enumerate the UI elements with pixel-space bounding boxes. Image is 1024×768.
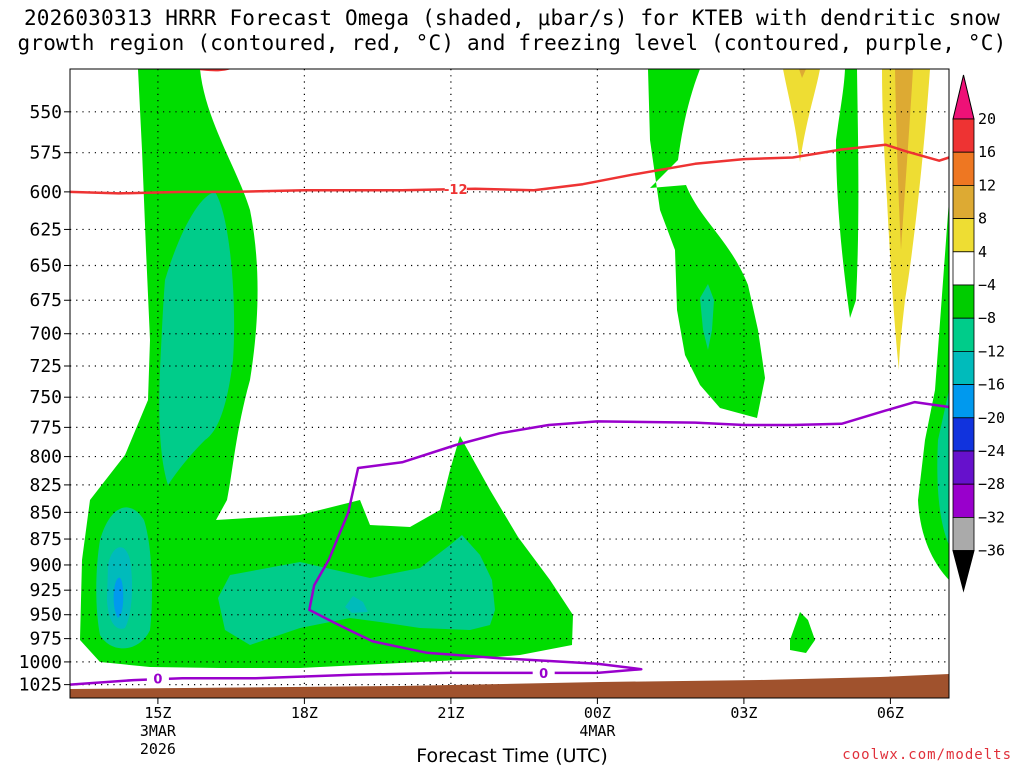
x-tick-label: 03Z bbox=[730, 704, 757, 722]
y-tick-label: 675 bbox=[29, 290, 62, 311]
y-tick-label: 775 bbox=[29, 417, 62, 438]
omega-region-teal-upper bbox=[159, 192, 235, 485]
omega-region-upward-mid bbox=[648, 69, 765, 418]
contour-label-bg bbox=[532, 664, 555, 681]
y-tick-label: 825 bbox=[29, 475, 62, 496]
x-tick-date: 4MAR bbox=[579, 722, 616, 740]
y-axis: 550 575 600 625 650 675 700 725 750 775 800 825 850 8… bbox=[19, 102, 70, 696]
omega-region-downward-tip bbox=[799, 69, 806, 78]
colorbar-tick-label: −12 bbox=[978, 342, 1005, 360]
credit-link[interactable]: coolwx.com/modelts bbox=[842, 747, 1012, 763]
contour-label: 0 bbox=[153, 672, 162, 687]
contour-label-bg bbox=[146, 670, 169, 687]
x-tick-date: 3MAR bbox=[140, 722, 177, 740]
omega-region-downward-1 bbox=[783, 69, 820, 162]
x-axis-label: Forecast Time (UTC) bbox=[416, 745, 608, 767]
colorbar-segment bbox=[952, 118, 975, 153]
colorbar-tick-label: 20 bbox=[978, 110, 996, 128]
omega-region-cyan-small bbox=[345, 596, 368, 613]
colorbar-tick-label: 16 bbox=[978, 143, 996, 161]
y-tick-label: 600 bbox=[29, 182, 62, 203]
omega-region-upward-narrow bbox=[836, 69, 859, 318]
colorbar-tick-label: −8 bbox=[978, 309, 996, 327]
x-tick-label: 18Z bbox=[291, 704, 318, 722]
dendritic-contour-top-fragment bbox=[199, 69, 232, 72]
x-tick-year: 2026 bbox=[140, 740, 176, 758]
contour-label: 0 bbox=[539, 667, 548, 682]
y-tick-label: 950 bbox=[29, 605, 62, 626]
colorbar-tick-label: −28 bbox=[978, 475, 1005, 493]
contour-label: -12 bbox=[444, 183, 468, 198]
colorbar-segment bbox=[952, 251, 975, 286]
colorbar-tick-label: −24 bbox=[978, 442, 1005, 460]
chart-title: 2026030313 HRRR Forecast Omega (shaded, … bbox=[0, 6, 1024, 56]
y-tick-label: 700 bbox=[29, 324, 62, 345]
y-tick-label: 1025 bbox=[19, 675, 62, 696]
omega-region-downward-core bbox=[895, 69, 913, 250]
colorbar-segment bbox=[952, 317, 975, 352]
y-tick-label: 925 bbox=[29, 580, 62, 601]
x-tick-label: 06Z bbox=[877, 704, 904, 722]
title-line-1: 2026030313 HRRR Forecast Omega (shaded, … bbox=[23, 6, 1001, 30]
omega-region-blue bbox=[113, 577, 124, 618]
omega-shading bbox=[80, 69, 949, 668]
colorbar-segment bbox=[952, 483, 975, 518]
y-tick-label: 550 bbox=[29, 102, 62, 123]
y-tick-label: 900 bbox=[29, 555, 62, 576]
colorbar-tick-label: 12 bbox=[978, 176, 996, 194]
freezing-level-contour-line bbox=[70, 400, 949, 686]
colorbar-segment bbox=[952, 350, 975, 385]
colorbar: 20 16 12 8 4 −4 −8 −12 −16 −20 −24 −28 −32 −36 bbox=[952, 74, 1005, 593]
y-tick-label: 650 bbox=[29, 256, 62, 277]
colorbar-tick-label: −20 bbox=[978, 409, 1005, 427]
colorbar-segment bbox=[952, 384, 975, 419]
colorbar-segment bbox=[952, 284, 975, 319]
plot-frame bbox=[69, 68, 950, 699]
colorbar-segment bbox=[952, 417, 975, 452]
colorbar-tick-label: −4 bbox=[978, 276, 996, 294]
colorbar-segment bbox=[952, 450, 975, 485]
contours: -12 0 0 bbox=[70, 143, 949, 687]
x-tick-label: 00Z bbox=[584, 704, 611, 722]
omega-region-upward-small bbox=[790, 612, 815, 653]
colorbar-segment bbox=[952, 517, 975, 552]
dendritic-contour-line bbox=[70, 143, 949, 195]
terrain-surface bbox=[70, 674, 949, 698]
y-tick-label: 725 bbox=[29, 356, 62, 377]
contour-label-bg bbox=[444, 180, 467, 197]
y-tick-label: 800 bbox=[29, 447, 62, 468]
colorbar-segment bbox=[952, 151, 975, 186]
colorbar-tick-label: 8 bbox=[978, 210, 987, 228]
y-tick-label: 975 bbox=[29, 629, 62, 650]
omega-region-downward-2 bbox=[882, 69, 930, 370]
colorbar-tick-label: −16 bbox=[978, 376, 1005, 394]
x-tick-label: 21Z bbox=[437, 704, 464, 722]
colorbar-segment bbox=[952, 184, 975, 219]
omega-region-teal-right bbox=[937, 390, 949, 545]
plot-area: -12 0 0 bbox=[70, 69, 949, 698]
colorbar-bottom-arrow bbox=[952, 550, 975, 593]
colorbar-tick-label: −36 bbox=[978, 542, 1005, 560]
colorbar-tick-label: 4 bbox=[978, 243, 987, 261]
y-tick-label: 1000 bbox=[19, 652, 62, 673]
title-line-2: growth region (contoured, red, °C) and f… bbox=[17, 31, 1007, 55]
y-tick-label: 850 bbox=[29, 502, 62, 523]
x-tick-label: 15Z bbox=[144, 704, 171, 722]
colorbar-top-arrow bbox=[952, 74, 975, 120]
colorbar-tick-label: −32 bbox=[978, 508, 1005, 526]
y-tick-label: 575 bbox=[29, 143, 62, 164]
colorbar-segment bbox=[952, 218, 975, 253]
y-tick-label: 750 bbox=[29, 387, 62, 408]
omega-region-teal-lower-mid bbox=[218, 535, 495, 645]
y-tick-label: 625 bbox=[29, 219, 62, 240]
y-tick-label: 875 bbox=[29, 529, 62, 550]
